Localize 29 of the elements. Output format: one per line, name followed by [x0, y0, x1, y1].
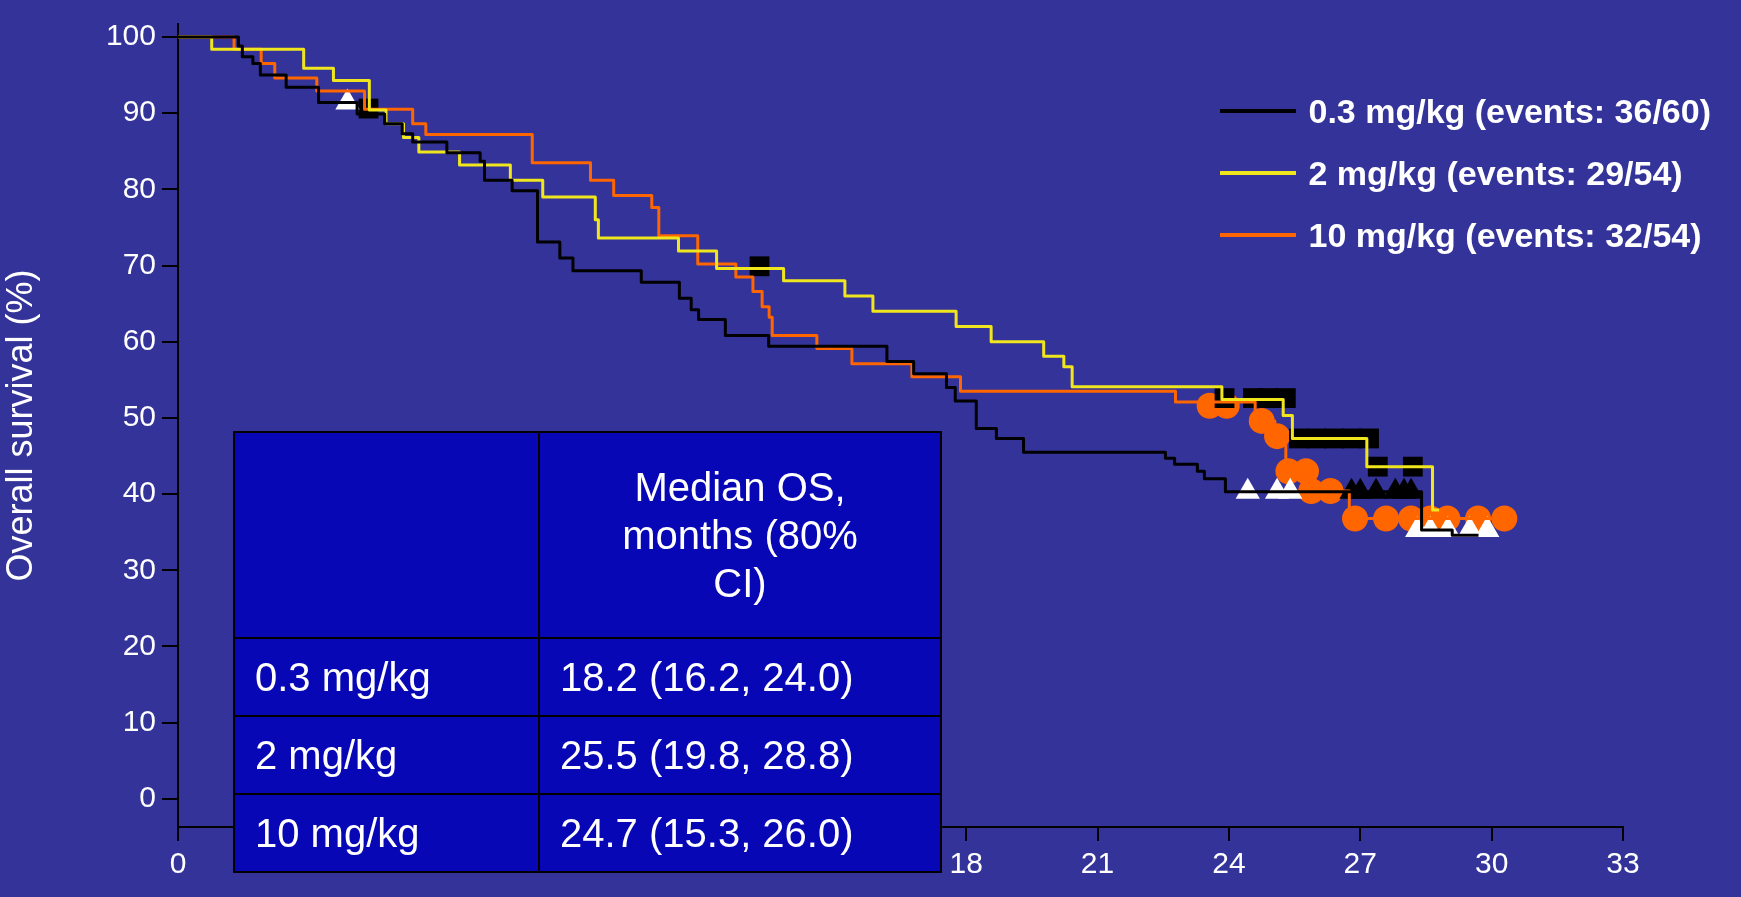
annotation: 24.7 (15.3, 26.0) — [539, 794, 941, 872]
y-tick-label: 50 — [122, 399, 156, 433]
x-tick-label: 30 — [1474, 846, 1509, 880]
annotation: 2 mg/kg — [234, 716, 539, 794]
x-tick-label: 0 — [169, 846, 187, 880]
x-tick-label: 27 — [1343, 846, 1377, 880]
y-tick-label: 90 — [122, 94, 156, 128]
annotation: Median OS, months (80% CI) — [539, 432, 941, 638]
legend-label: 2 mg/kg (events: 29/54) — [1308, 153, 1683, 193]
y-tick-label: 80 — [122, 170, 156, 204]
y-tick-label: 40 — [122, 475, 156, 509]
y-tick-label: 70 — [122, 246, 156, 280]
annotation: 25.5 (19.8, 28.8) — [539, 716, 941, 794]
y-tick-label: 60 — [122, 322, 156, 356]
annotation: 18.2 (16.2, 24.0) — [539, 638, 941, 716]
y-tick-label: 0 — [139, 780, 156, 814]
y-tick-label: 30 — [122, 551, 156, 585]
x-tick-label: 21 — [1080, 846, 1115, 880]
x-tick-label: 33 — [1606, 846, 1640, 880]
y-tick-label: 20 — [122, 627, 156, 661]
annotation: 0.3 mg/kg — [234, 638, 539, 716]
y-tick-label: 100 — [105, 18, 156, 52]
x-tick-label: 24 — [1212, 846, 1246, 880]
legend-label: 10 mg/kg (events: 32/54) — [1308, 215, 1702, 255]
annotation: 10 mg/kg — [234, 794, 539, 872]
y-axis-title: Overall survival (%) — [0, 269, 40, 582]
legend-label: 0.3 mg/kg (events: 36/60) — [1308, 91, 1711, 131]
y-tick-label: 10 — [122, 703, 156, 737]
x-tick-label: 18 — [949, 846, 983, 880]
